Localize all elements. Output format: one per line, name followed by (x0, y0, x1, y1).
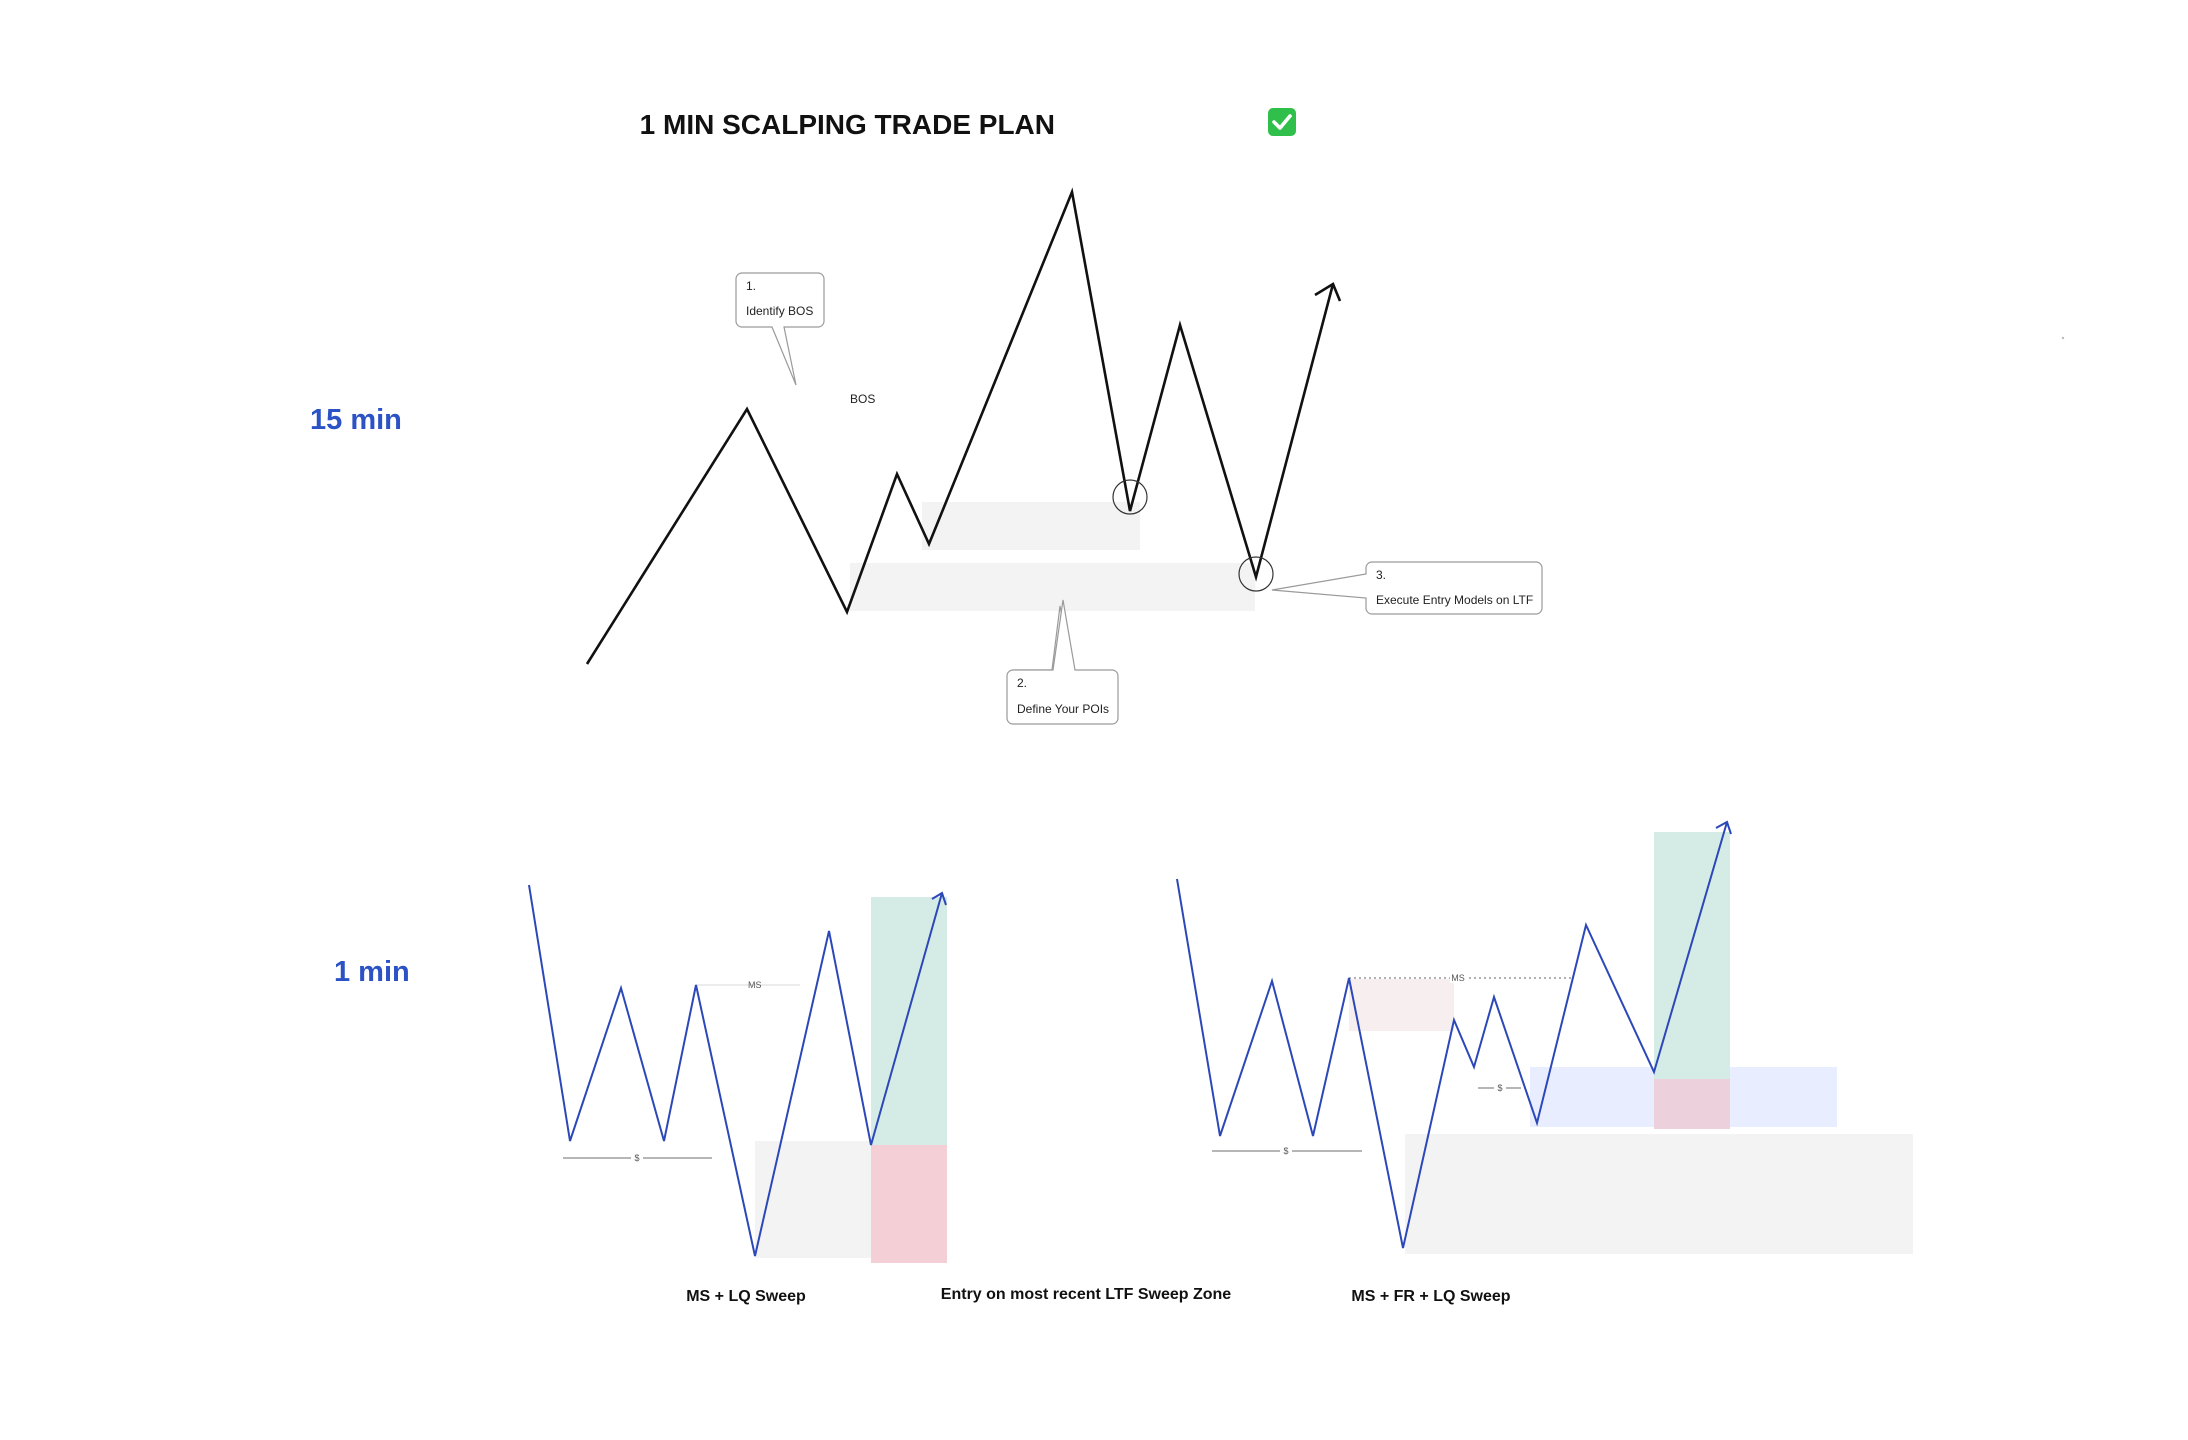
timeframe-label-1min: 1 min (334, 956, 410, 988)
ms-label-right: MS (1451, 973, 1465, 983)
callout-2-number: 2. (1017, 676, 1027, 690)
ltf-chart-left: MS $ (528, 884, 947, 1263)
caption-entry-sweep-zone: Entry on most recent LTF Sweep Zone (941, 1286, 1232, 1303)
bos-label: BOS (850, 392, 875, 406)
callout-1-text: Identify BOS (746, 304, 813, 318)
callout-1-number: 1. (746, 279, 756, 293)
htf-chart: BOS 1. Identify BOS 2. Define Your POIs … (585, 187, 1543, 725)
title-group: 1 MIN SCALPING TRADE PLAN (640, 108, 1296, 140)
stop-loss-zone-left (871, 1145, 947, 1263)
liquidity-label-mid-right: $ (1497, 1083, 1502, 1093)
supply-zone-right (1349, 979, 1454, 1031)
poi-zone-lower (850, 563, 1255, 611)
poi-zone-upper (922, 502, 1140, 550)
ltf-price-path-right (1176, 821, 1728, 1249)
sweep-circle-upper (1112, 479, 1148, 515)
stray-dot (2061, 336, 2065, 340)
page-title: 1 MIN SCALPING TRADE PLAN (640, 109, 1055, 140)
callout-3-number: 3. (1376, 568, 1386, 582)
ltf-arrow-head-right (1715, 820, 1732, 835)
timeframe-label-15min: 15 min (310, 404, 402, 436)
callout-3-text: Execute Entry Models on LTF (1376, 593, 1533, 607)
htf-price-path (585, 187, 1335, 665)
stop-loss-zone-right (1654, 1079, 1730, 1129)
sweep-zone-left (755, 1141, 873, 1258)
callout-define-pois: 2. Define Your POIs (1006, 599, 1119, 725)
sweep-zone-right (1405, 1134, 1913, 1254)
caption-ms-lq-sweep: MS + LQ Sweep (686, 1288, 806, 1305)
callout-execute-entry: 3. Execute Entry Models on LTF (1271, 561, 1543, 615)
liquidity-label-left: $ (634, 1153, 639, 1163)
take-profit-zone-right (1654, 832, 1730, 1079)
ltf-chart-right: MS $ $ (1176, 820, 1913, 1254)
check-mark-button-icon (1268, 108, 1296, 136)
ms-label-left: MS (748, 980, 762, 990)
ltf-price-path-left (528, 884, 943, 1257)
callout-identify-bos: 1. Identify BOS (735, 272, 825, 386)
sweep-circle-lower (1238, 556, 1274, 592)
caption-ms-fr-lq-sweep: MS + FR + LQ Sweep (1351, 1288, 1510, 1305)
callout-2-text: Define Your POIs (1017, 702, 1109, 716)
ltf-arrow-head-left (931, 891, 947, 906)
htf-arrow-head (1314, 282, 1342, 302)
liquidity-label-low-right: $ (1283, 1146, 1288, 1156)
